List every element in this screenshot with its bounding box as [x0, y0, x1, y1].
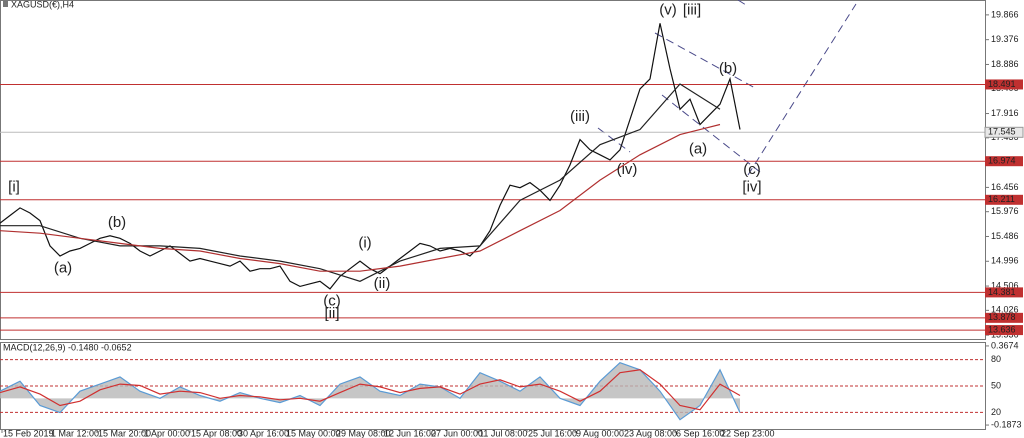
- wave-label: (iii): [570, 108, 590, 125]
- x-tick-label: 22 Sep 23:00: [721, 428, 775, 438]
- wave-label: (a): [689, 141, 707, 158]
- wave-label: (v): [659, 2, 677, 19]
- x-tick-label: 30 Apr 16:00: [238, 428, 289, 438]
- series-line: [0, 362, 741, 421]
- price-label-box: [985, 194, 1023, 205]
- x-tick-label: 1 Mar 12:00: [51, 428, 99, 438]
- price-label: 18.491: [988, 79, 1016, 89]
- x-tick-label: 6 Sep 16:00: [676, 428, 725, 438]
- price-label: 13.636: [988, 324, 1016, 334]
- price-label-box: [985, 287, 1023, 298]
- x-tick-label: 15 Feb 2019: [3, 428, 54, 438]
- price-label-box: [985, 156, 1023, 167]
- y-tick-label: 18.886: [991, 59, 1019, 69]
- y-tick-label: 15.976: [991, 206, 1019, 216]
- y-tick-label: 16.456: [991, 182, 1019, 192]
- price-label-box: [985, 79, 1023, 90]
- y-tick-label: 17.916: [991, 108, 1019, 118]
- wave-label: (ii): [374, 275, 391, 292]
- y-tick-label: 14.996: [991, 256, 1019, 266]
- y-tick-label: 19.866: [991, 9, 1019, 19]
- y2-tick-label: 50: [991, 380, 1001, 390]
- x-tick-label: 11 Jul 08:00: [479, 428, 527, 438]
- y-tick-label: -0.1873: [991, 419, 1022, 429]
- wave-label: (c): [743, 161, 761, 178]
- wave-label: [ii]: [325, 305, 340, 322]
- x-tick-label: 23 Aug 08:00: [624, 428, 677, 438]
- y2-tick-label: 20: [991, 407, 1001, 417]
- y-tick-label: 14.506: [991, 280, 1019, 290]
- wave-label: (a): [54, 260, 72, 277]
- projection-line: [747, 3, 857, 176]
- x-tick-label: 15 Apr 08:00: [191, 428, 242, 438]
- price-label-box: [985, 325, 1023, 336]
- channel-line: [654, 32, 756, 89]
- y-tick-label: 15.486: [991, 231, 1019, 241]
- wave-label: (c): [323, 293, 341, 310]
- y-tick-label: 0.3674: [991, 340, 1019, 350]
- series-line: [0, 23, 741, 290]
- y2-tick-label: 80: [991, 354, 1001, 364]
- wave-label: (b): [108, 214, 126, 231]
- wave-label: [iv]: [742, 179, 761, 196]
- wave-label: [i]: [8, 179, 20, 196]
- x-tick-label: 15 Mar 20:00: [98, 428, 151, 438]
- y-tick-label: 14.026: [991, 305, 1019, 315]
- x-tick-label: 25 Jul 16:00: [528, 428, 577, 438]
- wave-label: (b): [719, 60, 737, 77]
- symbol-icon: [3, 1, 8, 7]
- x-tick-label: 1 Apr 00:00: [144, 428, 190, 438]
- y-tick-label: 19.376: [991, 34, 1019, 44]
- x-tick-label: 12 Jun 16:00: [384, 428, 436, 438]
- x-tick-label: 15 May 00:00: [286, 428, 341, 438]
- series-line: [0, 83, 721, 282]
- wave-label: (i): [358, 234, 371, 251]
- price-label: 16.974: [988, 156, 1016, 166]
- x-tick-label: 27 Jun 00:00: [431, 428, 483, 438]
- chart-title: XAGUSD(€),H4: [11, 0, 74, 9]
- price-label: 13.878: [988, 312, 1016, 322]
- price-label: 16.211: [988, 194, 1015, 204]
- price-label: 14.381: [988, 287, 1016, 297]
- projection-line: [737, 0, 747, 6]
- x-tick-label: 9 Aug 00:00: [576, 428, 624, 438]
- channel-line: [661, 94, 761, 173]
- macd-title: MACD(12,26,9) -0.1480 -0.0652: [3, 342, 132, 352]
- histogram-area: [0, 362, 740, 420]
- wave-label: [iii]: [683, 2, 701, 19]
- x-tick-label: 29 May 08:00: [336, 428, 391, 438]
- series-line: [0, 123, 721, 272]
- current-price-box: [984, 126, 1024, 138]
- price-label-box: [985, 312, 1023, 323]
- wave-label: (iv): [617, 161, 638, 178]
- series-line: [0, 369, 741, 411]
- current-price-label: 17.545: [988, 127, 1016, 137]
- main-pane-border: [0, 0, 986, 340]
